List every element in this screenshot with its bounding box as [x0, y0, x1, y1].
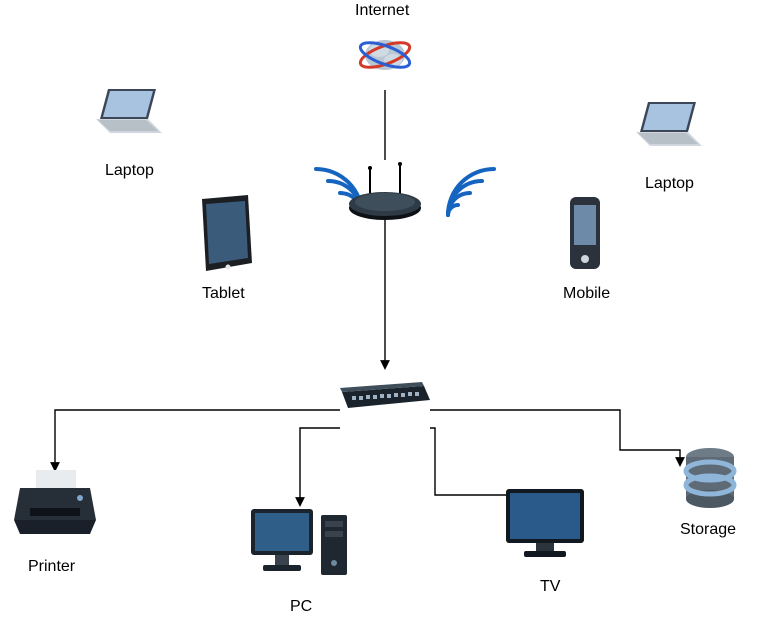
printer-label: Printer — [28, 558, 75, 576]
switch-node — [338, 382, 433, 419]
router-icon — [340, 217, 430, 234]
tablet-node — [190, 193, 260, 283]
edge-2 — [55, 410, 340, 470]
internet-label: Internet — [355, 2, 409, 20]
laptop2-label: Laptop — [645, 175, 694, 193]
tablet-icon — [190, 265, 260, 282]
edge-3 — [300, 428, 340, 505]
network-diagram: Internet Laptop Laptop Tablet Mobile Printer P… — [0, 0, 768, 623]
storage-icon — [679, 502, 741, 519]
tv-icon — [500, 552, 590, 569]
laptop2-node — [630, 98, 710, 163]
mobile-label: Mobile — [563, 285, 610, 303]
globe-icon — [355, 70, 415, 87]
switch-icon — [338, 401, 433, 418]
printer-icon — [10, 535, 100, 552]
edge-5 — [430, 410, 680, 465]
laptop-icon — [90, 132, 170, 149]
pc-node — [245, 503, 355, 593]
laptop1-label: Laptop — [105, 162, 154, 180]
mobile-icon — [560, 265, 610, 282]
pc-icon — [245, 575, 355, 592]
laptop1-node — [90, 85, 170, 150]
wifi-icon — [440, 165, 510, 240]
tablet-label: Tablet — [202, 285, 245, 303]
laptop-icon — [630, 145, 710, 162]
storage-label: Storage — [680, 521, 736, 539]
printer-node — [10, 468, 100, 553]
router-node — [340, 160, 430, 235]
pc-label: PC — [290, 598, 312, 616]
mobile-node — [560, 193, 610, 283]
storage-node — [679, 445, 741, 520]
internet-node — [355, 28, 415, 88]
tv-label: TV — [540, 578, 560, 596]
tv-node — [500, 485, 590, 570]
